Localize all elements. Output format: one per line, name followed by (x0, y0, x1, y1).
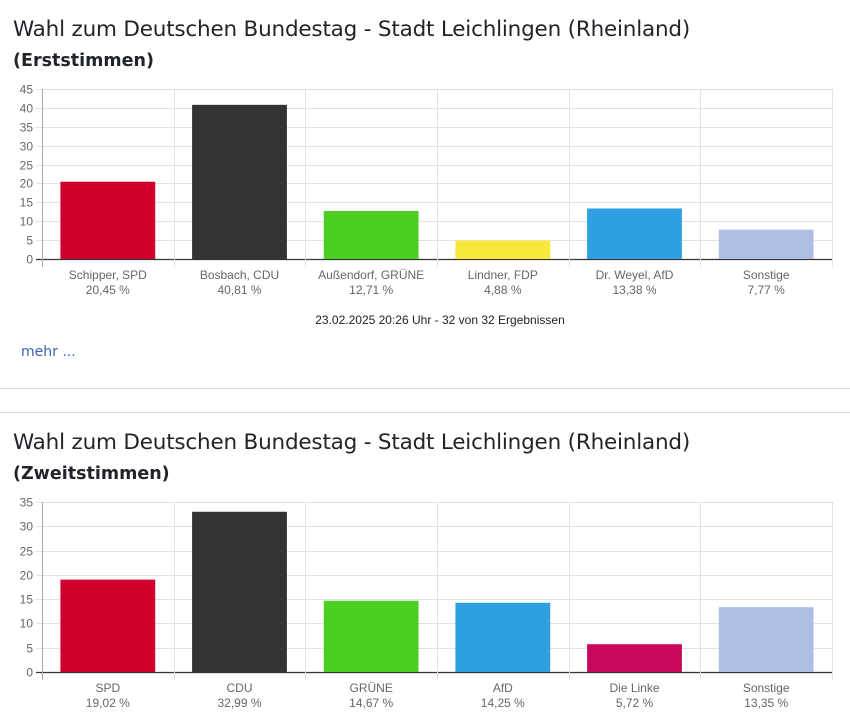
bar (455, 602, 551, 672)
x-tick-label: Lindner, FDP (468, 268, 538, 282)
y-tick-label: 45 (20, 83, 34, 97)
y-tick-label: 25 (20, 159, 34, 173)
section-divider (0, 412, 850, 413)
section-subtitle: (Zweitstimmen) (13, 464, 170, 484)
x-tick-label: GRÜNE (349, 681, 392, 695)
y-tick-label: 40 (20, 102, 34, 116)
data-label: 40,81 % (217, 283, 261, 297)
y-tick-label: 35 (20, 121, 34, 135)
y-tick-label: 0 (26, 253, 33, 267)
bar (60, 579, 156, 672)
bar (192, 511, 287, 672)
data-label: 12,71 % (349, 283, 393, 297)
y-tick-label: 35 (20, 496, 34, 510)
y-tick-label: 20 (20, 569, 34, 583)
x-tick-label: Dr. Weyel, AfD (596, 268, 674, 282)
section-title: Wahl zum Deutschen Bundestag - Stadt Lei… (13, 17, 691, 42)
y-tick-label: 20 (20, 177, 34, 191)
y-tick-label: 15 (20, 593, 34, 607)
x-tick-label: Sonstige (743, 681, 790, 695)
x-tick-label: CDU (227, 681, 253, 695)
bar (587, 644, 682, 672)
data-label: 14,67 % (349, 696, 393, 710)
y-tick-label: 30 (20, 140, 34, 154)
x-tick-label: Bosbach, CDU (200, 268, 279, 282)
bar (718, 607, 814, 672)
bar (323, 600, 419, 672)
x-tick-label: AfD (493, 681, 513, 695)
y-tick-label: 10 (20, 617, 34, 631)
bar (587, 208, 682, 259)
bar (718, 229, 814, 259)
x-tick-label: Außendorf, GRÜNE (318, 268, 424, 282)
bar (323, 210, 419, 259)
y-tick-label: 25 (20, 545, 34, 559)
bar (455, 240, 551, 259)
y-tick-label: 5 (26, 642, 33, 656)
data-label: 13,38 % (612, 283, 656, 297)
data-label: 7,77 % (747, 283, 785, 297)
section-title: Wahl zum Deutschen Bundestag - Stadt Lei… (13, 430, 691, 455)
y-tick-label: 10 (20, 215, 34, 229)
y-tick-label: 5 (26, 234, 33, 248)
section-divider (0, 388, 850, 389)
results-timestamp: 23.02.2025 20:26 Uhr - 32 von 32 Ergebni… (315, 313, 565, 327)
data-label: 20,45 % (86, 283, 130, 297)
y-tick-label: 0 (26, 666, 33, 680)
bar (60, 181, 156, 259)
y-tick-label: 15 (20, 196, 34, 210)
erststimmen-section: Wahl zum Deutschen Bundestag - Stadt Lei… (13, 17, 833, 360)
data-label: 14,25 % (481, 696, 525, 710)
data-label: 19,02 % (86, 696, 130, 710)
x-tick-label: Die Linke (609, 681, 659, 695)
y-tick-label: 30 (20, 520, 34, 534)
x-tick-label: Sonstige (743, 268, 790, 282)
bar (192, 104, 287, 259)
data-label: 5,72 % (616, 696, 654, 710)
x-tick-label: Schipper, SPD (69, 268, 147, 282)
x-tick-label: SPD (95, 681, 120, 695)
data-label: 4,88 % (484, 283, 522, 297)
zweitstimmen-section: Wahl zum Deutschen Bundestag - Stadt Lei… (0, 413, 850, 717)
data-label: 13,35 % (744, 696, 788, 710)
section-subtitle: (Erststimmen) (13, 51, 154, 71)
more-link[interactable]: mehr ... (21, 344, 76, 360)
data-label: 32,99 % (217, 696, 261, 710)
